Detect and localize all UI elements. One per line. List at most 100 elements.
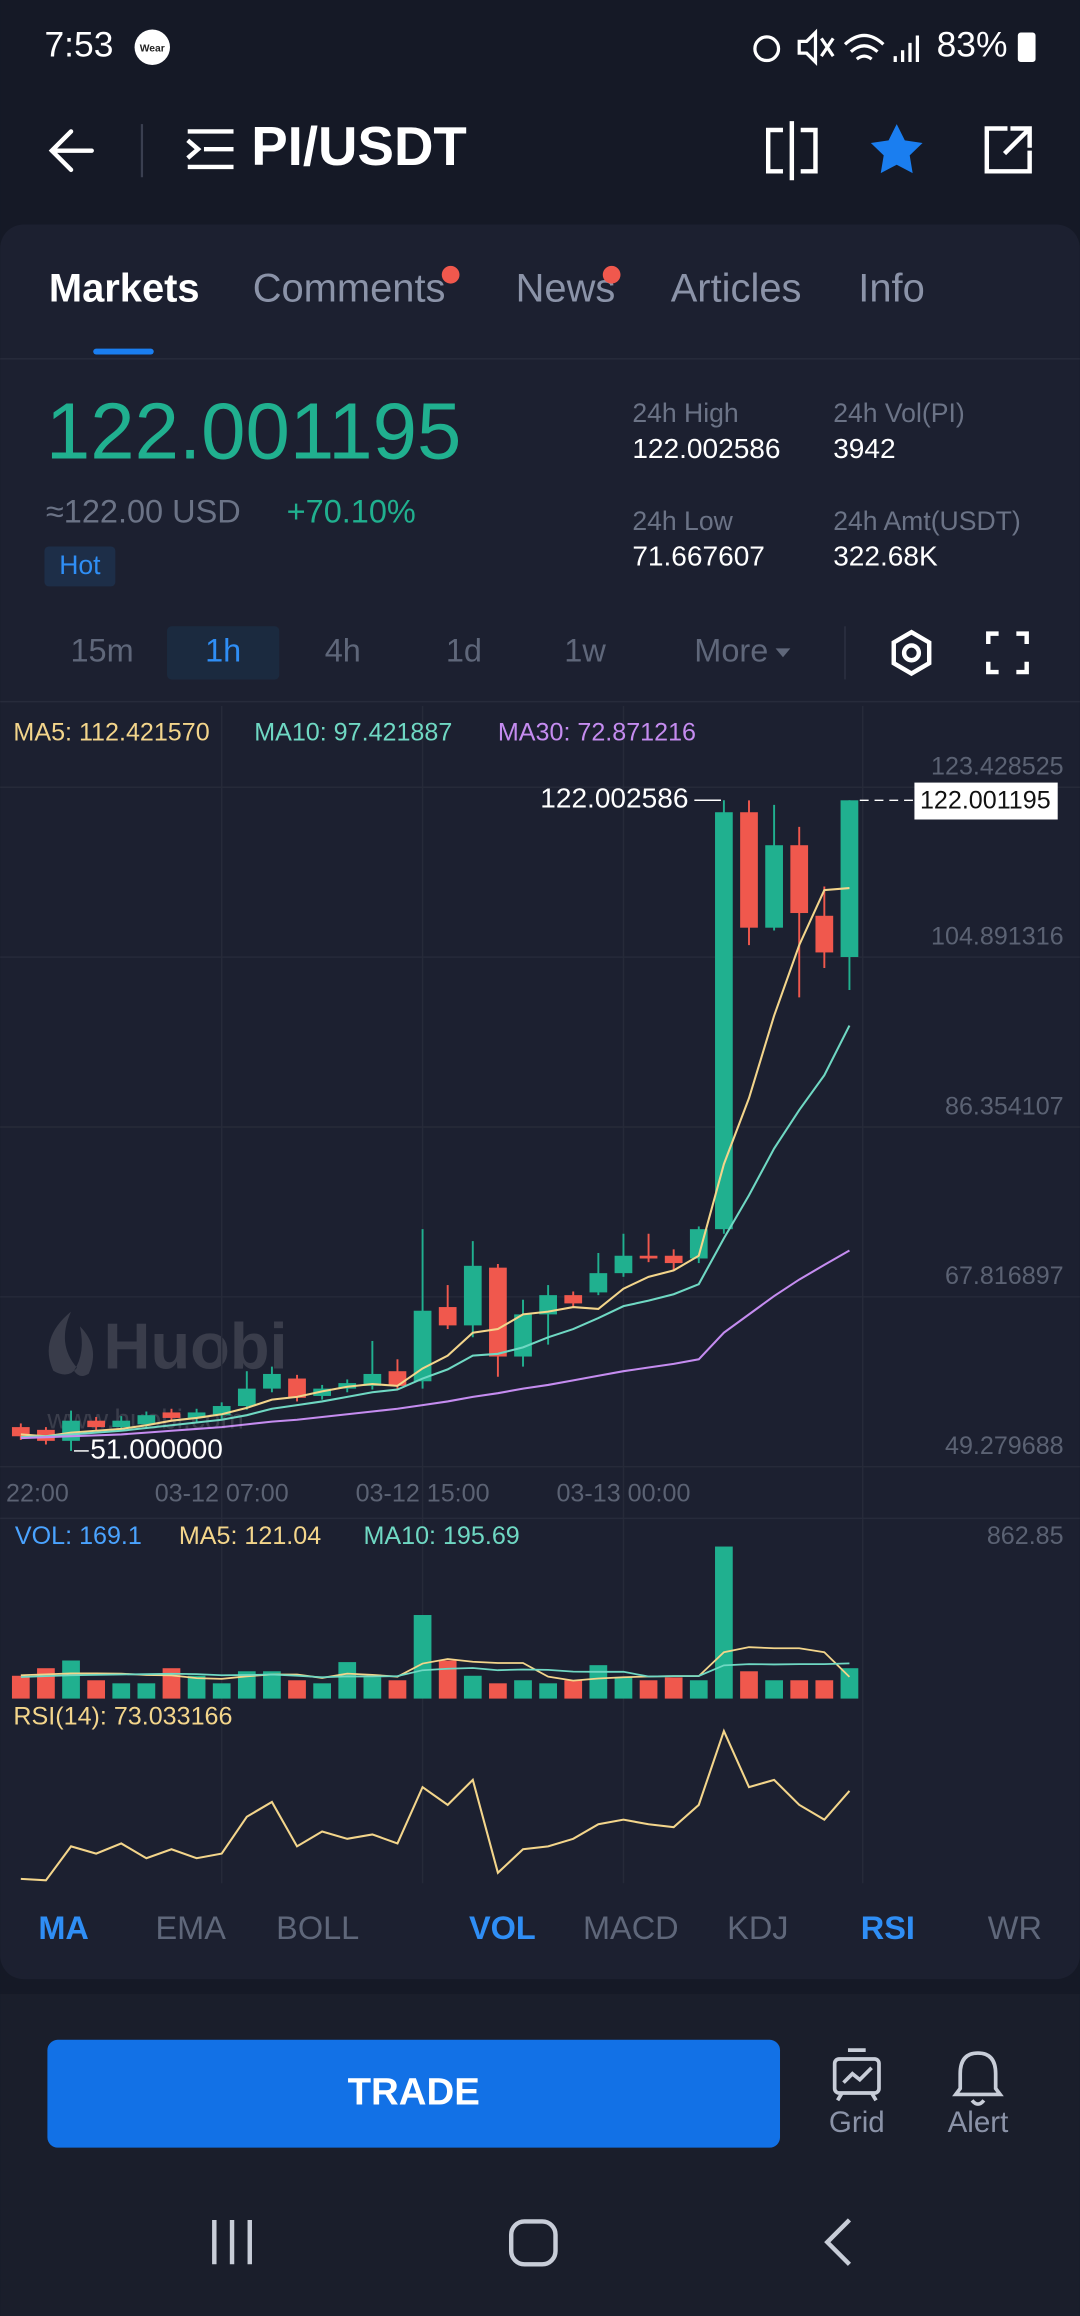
candle-body bbox=[62, 1420, 80, 1441]
candle-body bbox=[11, 1427, 30, 1437]
candle-body bbox=[790, 845, 809, 914]
last-price: 122.001195 bbox=[46, 386, 461, 475]
interval[interactable]: 4h bbox=[325, 632, 361, 668]
hot-text: Hot bbox=[59, 550, 101, 580]
alert-icon[interactable] bbox=[952, 2051, 1004, 2106]
volume-bar bbox=[87, 1680, 106, 1699]
grid-icon[interactable] bbox=[832, 2048, 881, 2102]
nav-home[interactable] bbox=[508, 2219, 558, 2267]
interval[interactable]: 1h bbox=[205, 632, 241, 668]
grid-text[interactable]: Grid bbox=[829, 2106, 885, 2139]
indicator-tab[interactable]: MA bbox=[38, 1910, 89, 1946]
volume-bar bbox=[338, 1662, 357, 1699]
interval[interactable]: More bbox=[694, 632, 768, 668]
interval[interactable]: 1d bbox=[446, 632, 482, 668]
watermark-brand: Huobi bbox=[104, 1310, 288, 1383]
y-tick-label: 123.428525 bbox=[931, 753, 1064, 781]
stat-value: 3942 bbox=[833, 433, 895, 464]
candle-body bbox=[463, 1265, 482, 1326]
indicator-tab[interactable]: RSI bbox=[861, 1910, 915, 1946]
volume-bar bbox=[664, 1677, 683, 1699]
stat-label: 24h Vol(PI) bbox=[833, 398, 965, 428]
volume-bar bbox=[263, 1671, 281, 1699]
tab[interactable]: Markets bbox=[49, 267, 200, 311]
notification-dot bbox=[602, 265, 621, 284]
tab[interactable]: News bbox=[516, 267, 616, 311]
ma-line bbox=[20, 1249, 850, 1440]
candle-body bbox=[564, 1295, 583, 1304]
volume-legend: MA5: 121.04 bbox=[179, 1522, 321, 1550]
interval-active-bg bbox=[167, 626, 280, 680]
rsi-line bbox=[20, 1728, 851, 1882]
candle-body bbox=[589, 1273, 608, 1293]
volume-bar bbox=[62, 1660, 80, 1699]
settings-icon[interactable] bbox=[891, 629, 932, 677]
tab[interactable]: Info bbox=[858, 267, 925, 311]
alert-text[interactable]: Alert bbox=[948, 2106, 1009, 2139]
indicator-tab[interactable]: EMA bbox=[155, 1910, 226, 1946]
volume-bar bbox=[438, 1660, 457, 1699]
volume-tick-label: 862.85 bbox=[987, 1522, 1064, 1550]
stat-value: 122.002586 bbox=[632, 433, 780, 464]
compare-icon[interactable] bbox=[765, 121, 818, 181]
interval[interactable]: 1w bbox=[564, 632, 606, 668]
volume-bar bbox=[187, 1675, 206, 1699]
volume-bar bbox=[564, 1680, 583, 1699]
nav-bar bbox=[212, 2218, 852, 2267]
volume-bar bbox=[388, 1680, 407, 1699]
volume-bar bbox=[489, 1683, 507, 1699]
indicator-tab[interactable]: BOLL bbox=[276, 1910, 359, 1946]
volume-bar bbox=[740, 1671, 758, 1699]
trade-text: TRADE bbox=[348, 2071, 480, 2114]
volume-legend: MA10: 195.69 bbox=[363, 1522, 519, 1550]
battery-text: 83% bbox=[937, 25, 1008, 65]
volume-bar bbox=[237, 1671, 256, 1699]
indicator-tabs: MA EMA BOLL VOL MACD KDJ RSI WR bbox=[38, 1910, 1042, 1946]
back-button[interactable] bbox=[48, 129, 94, 173]
candle-body bbox=[212, 1406, 231, 1416]
candle-body bbox=[87, 1420, 106, 1428]
stat-value: 71.667607 bbox=[632, 541, 765, 572]
candle-body bbox=[539, 1295, 557, 1315]
status-icons bbox=[753, 28, 920, 66]
indicator-tab[interactable]: VOL bbox=[469, 1910, 536, 1946]
candle-body bbox=[137, 1415, 156, 1425]
volume-bar bbox=[363, 1677, 382, 1699]
volume-bar bbox=[413, 1615, 432, 1699]
legend-entry: MA10: 97.421887 bbox=[254, 719, 452, 747]
candle-body bbox=[840, 800, 859, 958]
stat-label: 24h Low bbox=[632, 506, 733, 536]
nav-back[interactable] bbox=[824, 2218, 852, 2266]
tab[interactable]: Comments bbox=[253, 267, 446, 311]
list-icon[interactable] bbox=[186, 129, 234, 170]
candle-body bbox=[388, 1371, 407, 1386]
candle-body bbox=[413, 1310, 432, 1382]
indicator-tab[interactable]: WR bbox=[988, 1910, 1042, 1946]
wear-badge bbox=[134, 29, 171, 65]
candle-body bbox=[639, 1255, 658, 1259]
fullscreen-icon[interactable] bbox=[986, 631, 1029, 675]
indicator-tab[interactable]: KDJ bbox=[727, 1910, 788, 1946]
interval[interactable]: 15m bbox=[70, 632, 133, 668]
share-icon[interactable] bbox=[984, 126, 1032, 174]
more-caret bbox=[775, 648, 791, 658]
x-tick-label: 03-12 15:00 bbox=[356, 1479, 490, 1507]
indicator-tab[interactable]: MACD bbox=[583, 1910, 679, 1946]
legend-entry: MA5: 112.421570 bbox=[13, 719, 209, 747]
candle-body bbox=[187, 1412, 206, 1418]
volume-ma10 bbox=[20, 1662, 850, 1679]
battery-icon bbox=[1017, 32, 1036, 63]
notification-dot bbox=[441, 265, 460, 284]
trade-button[interactable] bbox=[47, 2039, 781, 2148]
nav-recent[interactable] bbox=[212, 2219, 252, 2265]
favorite-star[interactable] bbox=[870, 124, 923, 174]
watermark bbox=[48, 1311, 94, 1377]
low-marker-label: 51.000000 bbox=[90, 1433, 223, 1464]
volume-bar bbox=[790, 1680, 809, 1699]
tab[interactable]: Articles bbox=[671, 267, 802, 311]
volume-bar bbox=[815, 1680, 834, 1699]
volume-bar bbox=[514, 1680, 532, 1699]
y-tick-label: 49.279688 bbox=[945, 1432, 1064, 1460]
candle-body bbox=[715, 812, 733, 1230]
